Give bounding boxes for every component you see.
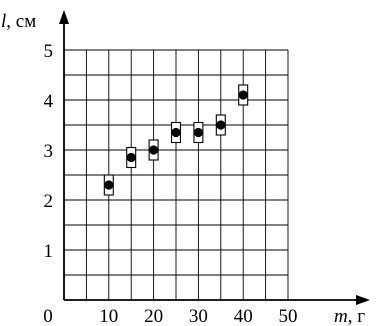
- x-tick-label: 10: [99, 306, 118, 326]
- data-point-marker: [126, 152, 136, 163]
- data-points: [103, 84, 249, 196]
- data-point: [148, 139, 159, 161]
- x-axis-unit: , г: [348, 306, 366, 326]
- data-point-marker: [216, 120, 226, 130]
- data-point-marker: [149, 145, 159, 155]
- x-axis-arrow: [356, 295, 370, 305]
- x-axis-symbol: m: [334, 306, 348, 326]
- data-point: [103, 174, 114, 196]
- data-point: [193, 121, 204, 144]
- x-tick-label: 20: [144, 306, 163, 326]
- y-tick-label: 5: [44, 41, 54, 62]
- data-point: [215, 114, 226, 136]
- data-point-marker: [238, 90, 248, 100]
- y-axis-unit: , см: [6, 11, 36, 32]
- x-tick-label: 50: [279, 306, 298, 326]
- axes: [59, 10, 370, 305]
- y-tick-label: 4: [44, 91, 54, 112]
- tick-labels: 0 10 20 30 40 50 1 2 3 4 5: [43, 41, 297, 326]
- data-point-marker: [171, 127, 181, 138]
- x-tick-label: 40: [234, 306, 253, 326]
- y-axis-label: l, см: [1, 11, 36, 32]
- y-tick-label: 2: [44, 191, 54, 212]
- data-point: [238, 84, 249, 106]
- x-tick-label: 0: [43, 306, 53, 326]
- grid: [64, 49, 289, 300]
- y-axis-arrow: [59, 10, 69, 24]
- y-tick-label: 3: [44, 141, 54, 162]
- data-point: [170, 121, 182, 144]
- data-point-marker: [104, 180, 114, 190]
- y-axis-symbol: l: [1, 11, 6, 32]
- data-point: [126, 146, 137, 169]
- x-tick-label: 30: [189, 306, 208, 326]
- y-tick-label: 1: [44, 241, 54, 262]
- x-axis-label: m, г: [334, 306, 365, 326]
- data-point-marker: [193, 127, 203, 138]
